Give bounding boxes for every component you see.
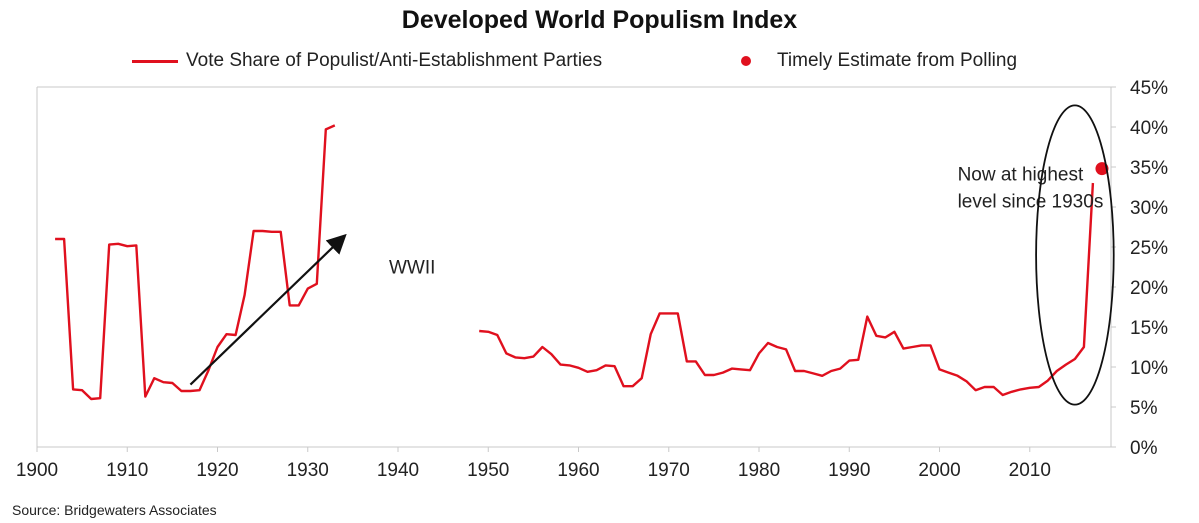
legend-dot-swatch [741, 56, 751, 66]
x-tick-label: 1930 [287, 460, 329, 481]
x-tick-label: 2010 [1009, 460, 1051, 481]
highlight-ellipse [1035, 104, 1115, 406]
chart-title: Developed World Populism Index [401, 6, 798, 34]
x-tick-label: 1960 [557, 460, 599, 481]
y-tick-label: 30% [1130, 198, 1168, 219]
legend-item-polling: Timely Estimate from Polling [741, 50, 1017, 72]
series-line-vote-share-segment-2 [479, 182, 1095, 397]
y-tick-label: 0% [1130, 438, 1158, 459]
x-tick-label: 1980 [738, 460, 780, 481]
y-tick-label: 45% [1130, 78, 1168, 99]
y-tick-label: 20% [1130, 278, 1168, 299]
source-note: Source: Bridgewaters Associates [12, 502, 217, 518]
callout-text-line-2: level since 1930s [958, 192, 1104, 213]
x-tick-label: 1970 [648, 460, 690, 481]
x-tick-label: 1900 [16, 460, 58, 481]
y-tick-label: 15% [1130, 318, 1168, 339]
y-tick-label: 25% [1130, 238, 1168, 259]
legend: Vote Share of Populist/Anti-Establishmen… [0, 50, 1199, 74]
y-tick-label: 5% [1130, 398, 1158, 419]
legend-item-vote-share: Vote Share of Populist/Anti-Establishmen… [132, 50, 602, 72]
x-tick-label: 2000 [918, 460, 960, 481]
y-tick-label: 40% [1130, 118, 1168, 139]
trend-arrow [189, 233, 347, 386]
legend-line-swatch [132, 59, 178, 63]
series-line-vote-share-segment-1 [55, 124, 336, 401]
y-tick-label: 10% [1130, 358, 1168, 379]
x-tick-label: 1990 [828, 460, 870, 481]
legend-label-polling: Timely Estimate from Polling [777, 50, 1018, 71]
x-tick-label: 1950 [467, 460, 509, 481]
x-tick-label: 1920 [196, 460, 238, 481]
x-tick-label: 1910 [106, 460, 148, 481]
legend-label-vote-share: Vote Share of Populist/Anti-Establishmen… [186, 50, 603, 71]
callout-text-line-1: Now at highest [958, 165, 1084, 186]
wwii-label: WWII [389, 257, 435, 278]
y-tick-label: 35% [1130, 158, 1168, 179]
x-tick-label: 1940 [377, 460, 419, 481]
